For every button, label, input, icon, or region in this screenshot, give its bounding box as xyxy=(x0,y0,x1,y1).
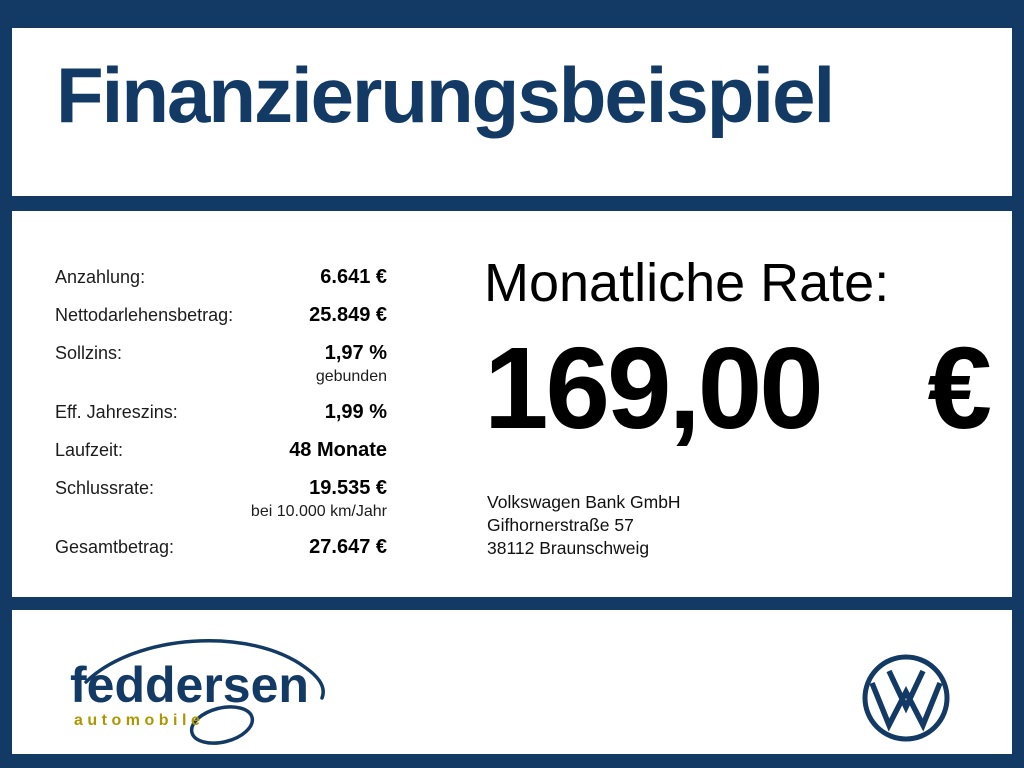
monthly-rate-amount: 169,00 € xyxy=(484,323,992,453)
divider-bottom xyxy=(0,597,1024,610)
bank-city: 38112 Braunschweig xyxy=(487,538,650,558)
dealer-logo: feddersen automobile xyxy=(50,624,380,756)
monthly-rate-number: 169,00 xyxy=(484,323,824,453)
finance-row-label: Anzahlung: xyxy=(55,267,146,287)
finance-row-value: 48 Monate xyxy=(289,439,387,461)
bank-name: Volkswagen Bank GmbH xyxy=(487,492,681,512)
finance-row-value: 27.647 € xyxy=(309,536,387,558)
frame-left xyxy=(0,0,12,768)
finance-row-value: 19.535 € xyxy=(309,477,387,499)
finance-row-note: bei 10.000 km/Jahr xyxy=(250,503,387,520)
frame-top xyxy=(0,0,1024,28)
dealer-name: feddersen xyxy=(70,657,309,713)
vw-roundel-icon xyxy=(858,650,954,746)
finance-row: Gesamtbetrag: 27.647 € xyxy=(55,536,387,559)
frame-bottom xyxy=(0,754,1024,768)
frame-right xyxy=(1012,0,1024,768)
finance-row-label: Schlussrate: xyxy=(55,478,155,498)
finance-row-label: Gesamtbetrag: xyxy=(55,537,175,557)
page-title: Finanzierungsbeispiel xyxy=(56,51,835,139)
finance-row: Anzahlung: 6.641 € xyxy=(55,266,387,289)
finance-row-label: Nettodarlehensbetrag: xyxy=(55,305,234,325)
finance-row: Nettodarlehensbetrag: 25.849 € xyxy=(55,304,387,327)
divider-top xyxy=(0,196,1024,211)
car-outline-icon xyxy=(84,638,325,745)
finance-row-value: 6.641 € xyxy=(320,266,387,288)
monthly-rate-heading: Monatliche Rate: xyxy=(484,253,890,313)
bank-street: Gifhornerstraße 57 xyxy=(487,515,634,535)
finance-row: Schlussrate: 19.535 € bei 10.000 km/Jahr xyxy=(55,477,387,521)
finance-row-label: Laufzeit: xyxy=(55,440,124,460)
bank-address: Volkswagen Bank GmbH Gifhornerstraße 57 … xyxy=(487,491,681,560)
monthly-rate-currency: € xyxy=(927,323,991,453)
finance-row-value: 25.849 € xyxy=(309,304,387,326)
dealer-subtitle: automobile xyxy=(74,712,205,729)
finance-row-note: gebunden xyxy=(315,368,387,385)
finance-row-label: Eff. Jahreszins: xyxy=(55,402,178,422)
finance-details: Anzahlung: 6.641 € Nettodarlehensbetrag:… xyxy=(55,266,387,574)
finance-row-label: Sollzins: xyxy=(55,343,123,363)
finance-row: Sollzins: 1,97 % gebunden xyxy=(55,342,387,386)
finance-row: Eff. Jahreszins: 1,99 % xyxy=(55,401,387,424)
finance-row-value: 1,97 % xyxy=(324,342,387,364)
finance-row-value: 1,99 % xyxy=(324,401,387,423)
finance-row: Laufzeit: 48 Monate xyxy=(55,439,387,462)
